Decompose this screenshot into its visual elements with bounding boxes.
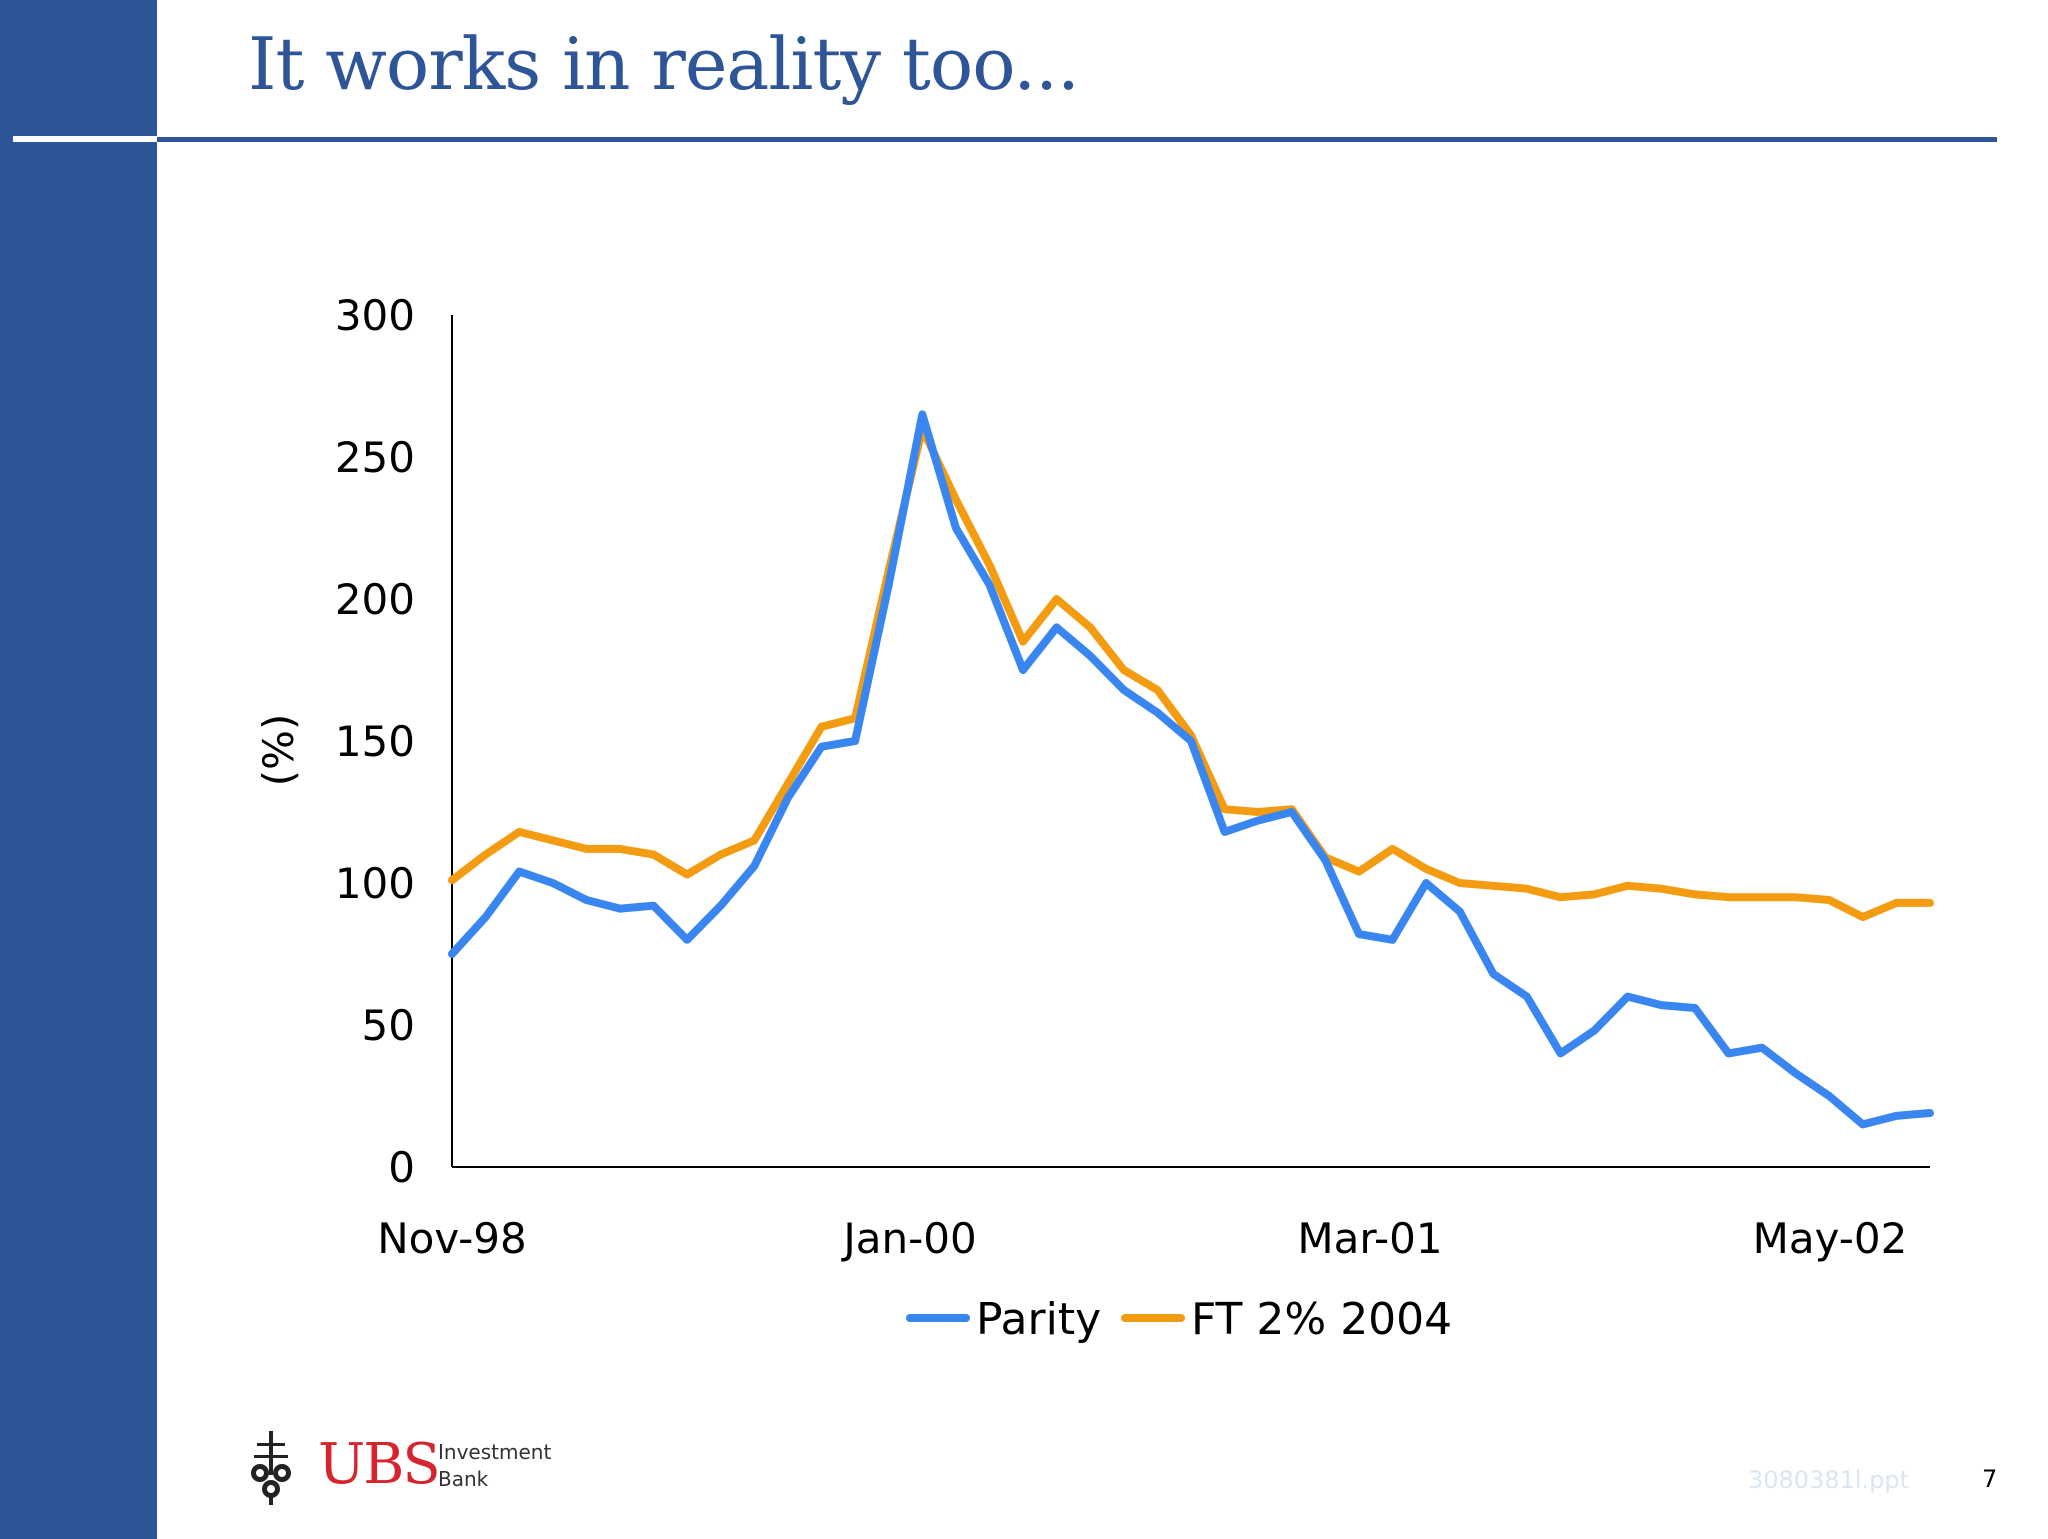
y-tick-label: 100: [335, 859, 415, 908]
logo-line-1: Investment: [438, 1440, 552, 1464]
series-lines: [448, 410, 1934, 1129]
x-tick-label: Mar-01: [1297, 1214, 1442, 1263]
x-tick-label: Nov-98: [377, 1214, 526, 1263]
y-tick-label: 150: [335, 717, 415, 766]
y-axis-label: (%): [254, 714, 303, 787]
series-line-parity: [448, 410, 1934, 1129]
y-tick-label: 250: [335, 433, 415, 482]
y-tick-label: 50: [362, 1001, 415, 1050]
y-tick-label: 0: [388, 1143, 415, 1192]
title-rule: [157, 137, 1997, 142]
x-tick-label: May-02: [1753, 1214, 1908, 1263]
page-title: It works in reality too...: [248, 22, 1080, 106]
file-name: 3080381l.ppt: [1748, 1466, 1910, 1494]
logo-line-2: Bank: [438, 1467, 489, 1491]
logo-name: UBS: [318, 1432, 441, 1497]
y-tick-label: 200: [335, 575, 415, 624]
ubs-keys-icon: [251, 1431, 291, 1505]
page-number: 7: [1982, 1465, 1998, 1493]
legend-label-ft-2-2004: FT 2% 2004: [1191, 1294, 1452, 1345]
legend-label-parity: Parity: [976, 1294, 1101, 1345]
title-rule-left: [13, 136, 157, 142]
x-axis-ticks: Nov-98 Jan-00 Mar-01 May-02: [377, 1214, 1907, 1263]
legend: Parity FT 2% 2004: [906, 1294, 1452, 1345]
series-line-ft-2-2004: [448, 424, 1934, 922]
y-axis-ticks: 0 50 100 150 200 250 300: [335, 291, 415, 1192]
left-accent-bar: [0, 0, 157, 1539]
x-tick-label: Jan-00: [840, 1214, 976, 1263]
y-tick-label: 300: [335, 291, 415, 340]
